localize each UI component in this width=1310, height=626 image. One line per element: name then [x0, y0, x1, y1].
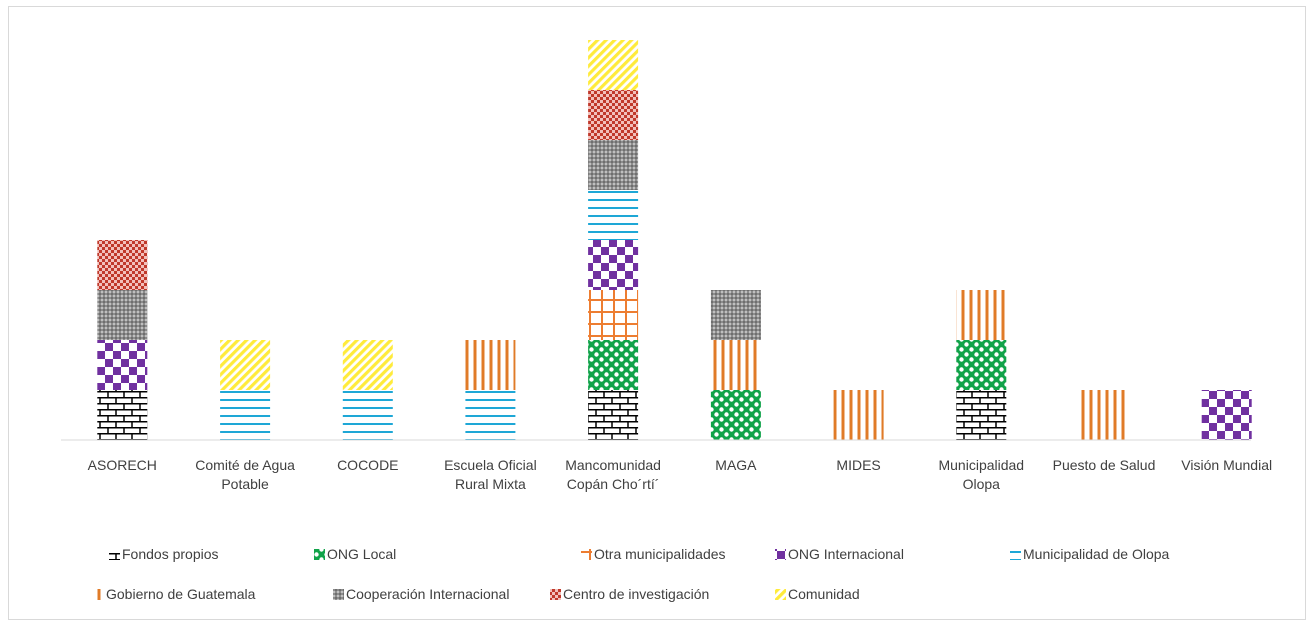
- legend-item: Otra municipalidades: [581, 546, 726, 562]
- legend-label: Comunidad: [788, 586, 860, 602]
- legend-item: Cooperación Internacional: [333, 586, 509, 602]
- chart-frame: ASORECH Comité de Agua Potable COCODE Escuel…: [8, 6, 1306, 620]
- legend-swatch: [109, 549, 120, 560]
- legend-label: Centro de investigación: [563, 586, 709, 602]
- category-label: Comité de Agua Potable: [195, 457, 295, 492]
- legend-item: ONG Internacional: [775, 546, 904, 562]
- legend-swatch: [581, 549, 592, 560]
- bar-segment: [588, 40, 639, 90]
- bar-segment: [710, 340, 761, 390]
- legend-label: Gobierno de Guatemala: [106, 586, 256, 602]
- bar-segment: [588, 240, 639, 290]
- legend-swatch: [775, 549, 786, 560]
- bar-segment: [588, 140, 639, 190]
- legend-label: Otra municipalidades: [594, 546, 726, 562]
- bar-segment: [220, 340, 271, 390]
- legend-item: Centro de investigación: [550, 586, 709, 602]
- legend-swatch: [775, 589, 786, 600]
- legend-item: Municipalidad de Olopa: [1010, 546, 1170, 562]
- category-label: COCODE: [337, 457, 398, 473]
- bar-segment: [97, 390, 148, 440]
- legend-label: Cooperación Internacional: [346, 586, 509, 602]
- legend-label: ONG Internacional: [788, 546, 904, 562]
- legend-label: Municipalidad de Olopa: [1023, 546, 1170, 562]
- bar-segment: [342, 340, 393, 390]
- bar-segment: [588, 390, 639, 440]
- bar-segment: [1079, 390, 1129, 440]
- legend-item: ONG Local: [314, 546, 396, 562]
- bar-segment: [220, 390, 271, 440]
- legend-label: ONG Local: [327, 546, 396, 562]
- bar-segment: [1201, 390, 1252, 440]
- legend-swatch: [550, 589, 561, 600]
- category-label: MAGA: [715, 457, 757, 473]
- category-label: Mancomunidad Copán Cho´rtí´: [565, 457, 661, 492]
- legend-swatch: [314, 549, 325, 560]
- category-label: MIDES: [836, 457, 880, 473]
- category-label: Escuela Oficial Rural Mixta: [444, 457, 537, 492]
- category-label: Puesto de Salud: [1053, 457, 1156, 473]
- bar-segment: [833, 390, 884, 440]
- bar-segment: [588, 290, 639, 340]
- legend-item: Gobierno de Guatemala: [93, 586, 256, 602]
- legend-item: Comunidad: [775, 586, 860, 602]
- bar-segment: [956, 390, 1007, 440]
- legend-swatch: [333, 589, 344, 600]
- bar-segment: [710, 290, 761, 340]
- bar-segment: [588, 190, 639, 240]
- bar-segment: [710, 390, 761, 440]
- bar-segment: [588, 90, 639, 140]
- stacked-bar-chart: ASORECH Comité de Agua Potable COCODE Escuel…: [61, 40, 1272, 602]
- bar-segment: [588, 340, 639, 390]
- legend-swatch: [1010, 549, 1021, 560]
- bar-segment: [956, 290, 1007, 340]
- category-label: Municipalidad Olopa: [938, 457, 1024, 492]
- bar-segment: [97, 290, 148, 340]
- bar-segment: [342, 390, 393, 440]
- bar-segment: [97, 240, 148, 290]
- bar-segment: [956, 340, 1007, 390]
- legend-item: Fondos propios: [109, 546, 219, 562]
- bar-segment: [465, 340, 516, 390]
- legend-label: Fondos propios: [122, 546, 219, 562]
- bar-segment: [465, 390, 516, 440]
- category-label: Visión Mundial: [1181, 457, 1272, 473]
- bar-segment: [97, 340, 148, 390]
- legend-swatch: [93, 589, 104, 600]
- category-label: ASORECH: [88, 457, 157, 473]
